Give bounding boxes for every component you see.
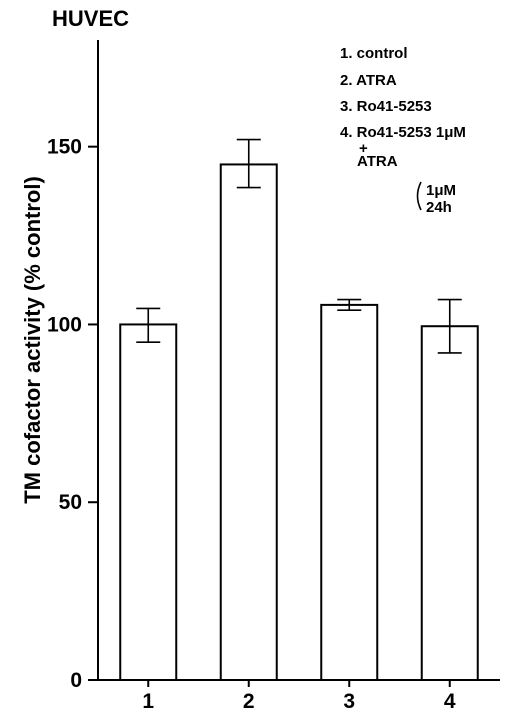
error-bar: [337, 298, 362, 312]
legend-entry-4: 4. Ro41-5253 1μM: [340, 124, 466, 141]
bar: [420, 325, 479, 681]
x-tick-label: 4: [444, 690, 456, 710]
legend-plus: +: [359, 140, 368, 157]
legend-entry-2: 2. ATRA: [340, 72, 397, 89]
error-bar: [236, 138, 261, 189]
x-tick-label: 2: [243, 690, 255, 710]
error-bar: [136, 307, 161, 344]
legend-entry-4-atra: ATRA: [357, 153, 398, 170]
x-tick-label: 1: [142, 690, 154, 710]
y-tick-label: 50: [59, 491, 82, 514]
x-tick-labels: 1 2 3 4: [142, 680, 456, 710]
conditions-bracket: [416, 181, 422, 211]
y-axis-label: TM cofactor activity (% control): [20, 176, 45, 504]
x-tick-label: 3: [343, 690, 355, 710]
bar: [219, 163, 278, 681]
legend-entry-3: 3. Ro41-5253: [340, 98, 432, 115]
bars: [119, 138, 479, 681]
y-tick-label: 100: [47, 313, 82, 336]
y-tick-label: 150: [47, 136, 82, 159]
chart-title: HUVEC: [52, 6, 129, 31]
legend: 1. control 2. ATRA 3. Ro41-5253 4. Ro41-…: [340, 45, 466, 216]
y-ticks: 0 50 100 150: [47, 136, 98, 692]
y-tick-label: 0: [70, 669, 82, 692]
bar: [320, 303, 379, 681]
legend-entry-1: 1. control: [340, 45, 408, 62]
condition-time: 24h: [426, 199, 452, 216]
error-bar: [437, 298, 462, 354]
bar: [119, 323, 178, 681]
condition-concentration: 1μM: [426, 182, 456, 199]
